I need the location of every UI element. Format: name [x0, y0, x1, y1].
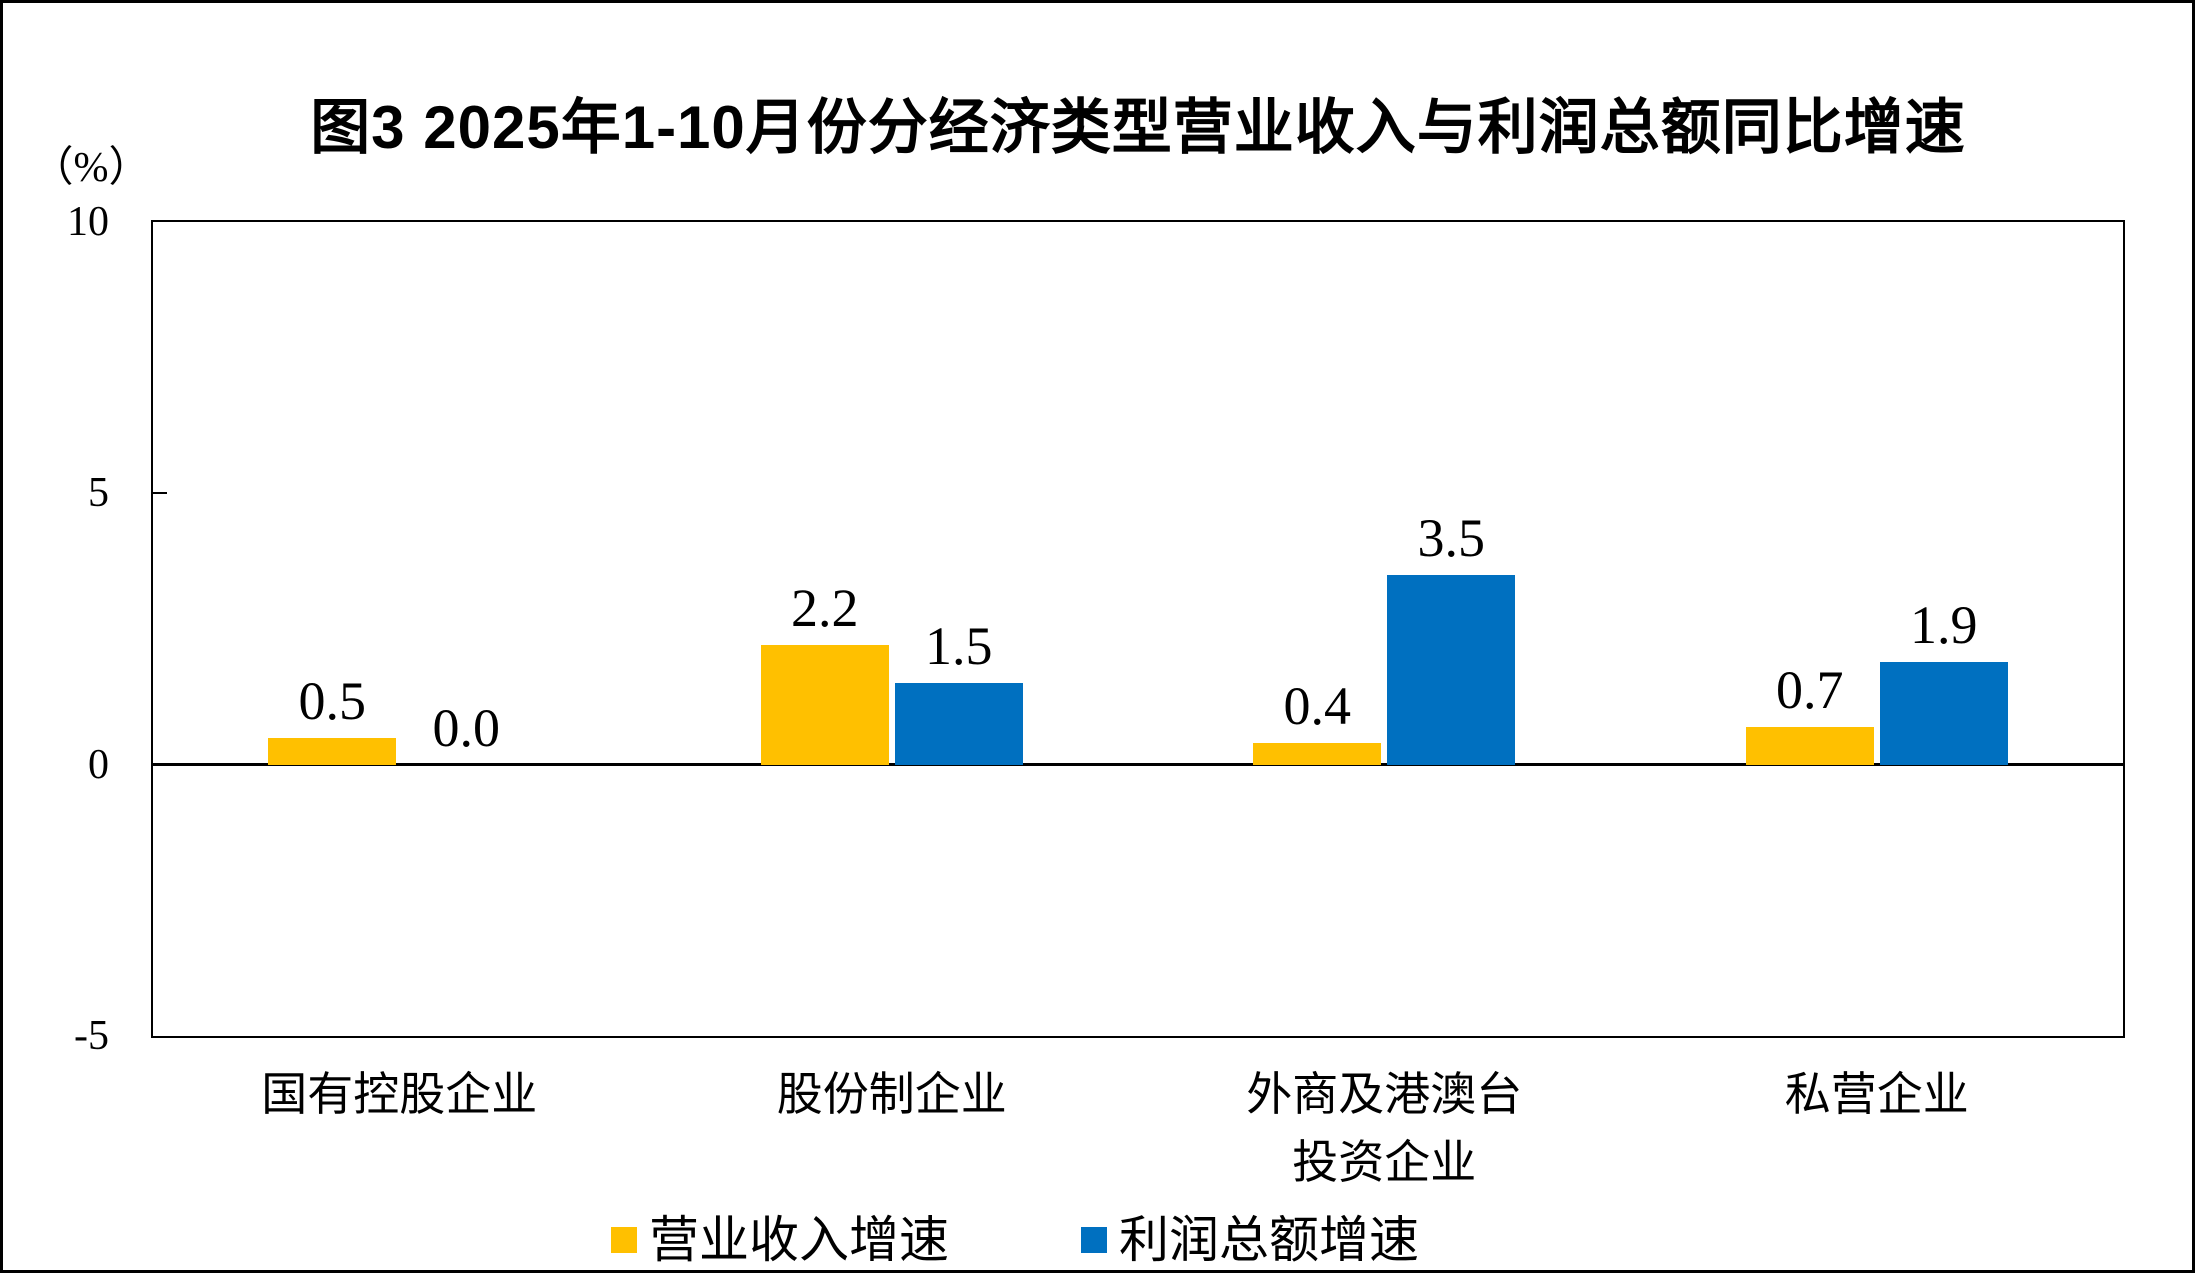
legend-item-revenue-growth: 营业收入增速	[611, 1211, 949, 1269]
legend-swatch-profit-growth-icon	[1081, 1227, 1107, 1253]
value-label: 0.0	[432, 697, 501, 758]
y-tick-mark-5	[153, 492, 167, 495]
value-label: 0.4	[1283, 675, 1352, 736]
bar-利润总额增速-股份制企业	[894, 683, 1023, 765]
legend-swatch-revenue-growth-icon	[611, 1227, 637, 1253]
legend-label-profit-growth: 利润总额增速	[1119, 1212, 1419, 1268]
bar-营业收入增速-股份制企业	[760, 645, 889, 765]
value-label: 1.9	[1910, 594, 1978, 655]
y-axis-unit-label: （%）	[31, 145, 151, 191]
plot-area: 0.5 2.2 0.4 0.7 0.0 1.5 3.5 1.9	[151, 220, 2125, 1038]
value-label: 1.5	[925, 616, 993, 677]
zero-baseline	[153, 763, 2123, 767]
category-label: 国有控股企业	[153, 1061, 646, 1129]
legend-label-revenue-growth: 营业收入增速	[649, 1212, 949, 1268]
category-label: 私营企业	[1631, 1061, 2124, 1129]
bar-营业收入增速-国有控股企业	[268, 737, 397, 765]
category-label-line: 股份制企业	[776, 1069, 1007, 1120]
category-label: 股份制企业	[646, 1061, 1139, 1129]
bar-营业收入增速-外商及港澳台投资企业	[1253, 742, 1382, 765]
category-label: 外商及港澳台 投资企业	[1138, 1061, 1631, 1197]
bar-营业收入增速-私营企业	[1745, 726, 1874, 765]
y-tick-label: 5	[88, 470, 109, 517]
value-label: 0.7	[1776, 659, 1844, 720]
category-label-line: 投资企业	[1292, 1137, 1477, 1188]
chart-title: 图3 2025年1-10月份分经济类型营业收入与利润总额同比增速	[310, 94, 1966, 161]
value-label: 0.5	[298, 670, 367, 731]
bar-利润总额增速-外商及港澳台投资企业	[1387, 574, 1516, 765]
category-label-line: 国有控股企业	[261, 1069, 538, 1120]
bar-利润总额增速-私营企业	[1879, 661, 2008, 765]
value-label: 2.2	[791, 578, 859, 639]
category-label-line: 外商及港澳台	[1246, 1069, 1523, 1120]
value-label: 3.5	[1417, 507, 1486, 568]
legend-item-profit-growth: 利润总额增速	[1081, 1211, 1419, 1269]
category-label-line: 私营企业	[1784, 1069, 1969, 1120]
y-tick-label: 10	[67, 199, 109, 245]
y-tick-label: -5	[74, 1013, 109, 1059]
y-tick-label: 0	[88, 741, 109, 788]
legend: 营业收入增速 利润总额增速	[3, 1211, 2192, 1269]
